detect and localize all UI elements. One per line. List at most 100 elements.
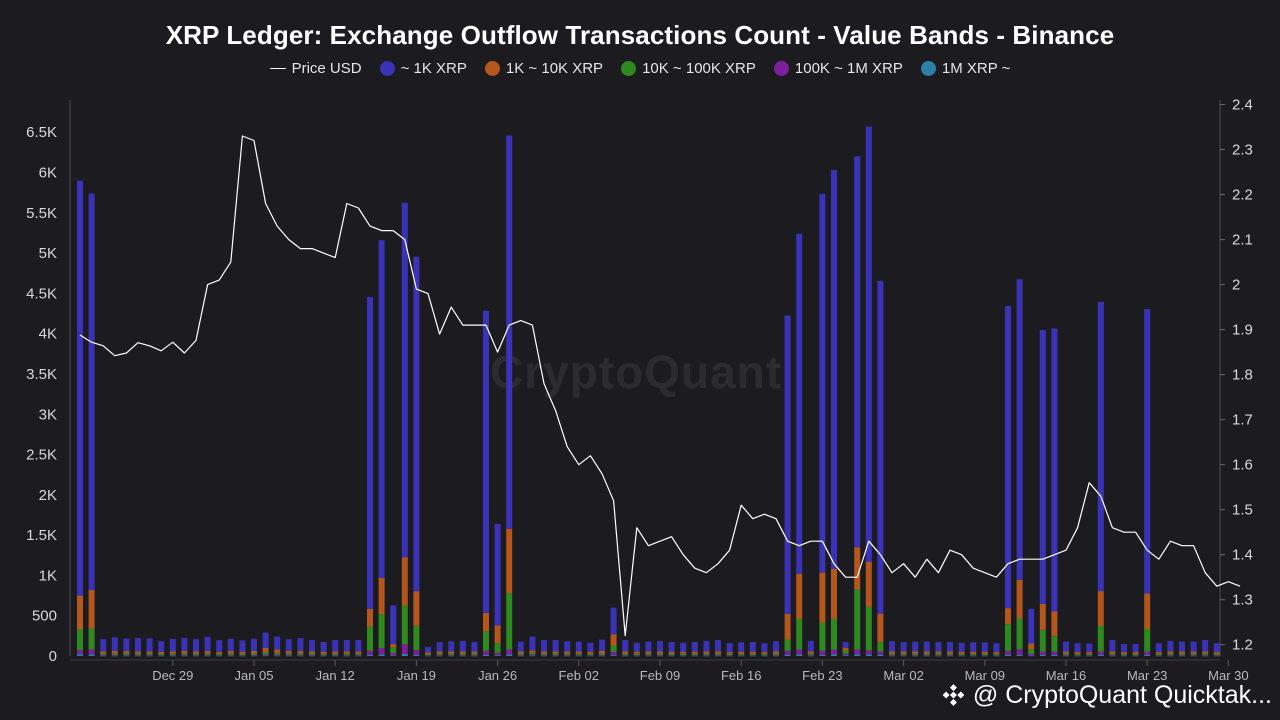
bar-segment [494, 643, 501, 653]
legend-item-2[interactable]: 1K ~ 10K XRP [484, 60, 603, 77]
bar-segment [877, 651, 884, 655]
bar-segment [123, 638, 130, 652]
bar-segment [1016, 279, 1023, 580]
bar-segment [448, 641, 455, 652]
bar-segment [935, 642, 942, 652]
bar-segment [1179, 651, 1185, 654]
bar-segment [367, 626, 373, 651]
bar-segment [425, 652, 431, 654]
bar-segment [1005, 624, 1011, 651]
bar-segment [1051, 654, 1058, 656]
y-left-tick-label: 6.5K [26, 124, 57, 141]
x-tick-label: Mar 02 [883, 668, 923, 683]
bar-segment [1179, 641, 1185, 652]
bar-segment [1063, 641, 1069, 652]
bar-segment [227, 654, 234, 656]
binance-logo-icon [942, 684, 965, 706]
bar-segment [958, 642, 965, 652]
bar-segment [506, 654, 513, 656]
bar-segment [703, 655, 710, 657]
bar-segment [691, 641, 698, 652]
y-right-tick-label: 1.3 [1232, 592, 1253, 609]
y-left-tick-label: 3.5K [26, 366, 57, 383]
bar-segment [970, 653, 977, 656]
legend-item-5[interactable]: 1M XRP ~ [920, 60, 1011, 77]
bar-segment [483, 650, 489, 655]
x-tick-label: Jan 26 [478, 668, 517, 683]
bar-segment [320, 641, 327, 652]
bar-segment [807, 655, 814, 657]
bar-segment [587, 653, 594, 656]
bar-segment [947, 654, 953, 656]
bar-segment [610, 634, 617, 646]
bar-segment [1121, 655, 1127, 656]
bar-segment [320, 651, 327, 654]
legend-item-1[interactable]: ~ 1K XRP [379, 60, 467, 77]
bar-segment [401, 557, 408, 606]
bar-segment [169, 651, 176, 654]
bar-segment [285, 653, 292, 655]
bar-segment [309, 651, 315, 654]
bar-segment [506, 649, 513, 655]
legend-swatch [379, 61, 395, 76]
bar-segment [552, 640, 559, 652]
bar-segment [877, 280, 884, 614]
bar-segment [1005, 650, 1011, 655]
bar-segment [123, 653, 130, 655]
legend-item-4[interactable]: 100K ~ 1M XRP [773, 60, 903, 77]
legend-item-0[interactable]: Price USD [269, 60, 362, 77]
bar-segment [413, 256, 420, 592]
bar-segment [459, 655, 466, 657]
bar-segment [970, 655, 977, 656]
bar-segment [657, 651, 663, 654]
bar-segment [575, 653, 582, 655]
bar-segment [877, 654, 884, 656]
bar-segment [343, 653, 350, 655]
bar-segment [819, 572, 826, 623]
bar-segment [587, 655, 594, 656]
bar-segment [483, 631, 489, 651]
bar-segment [564, 655, 571, 657]
bar-segment [796, 649, 803, 655]
x-tick-label: Mar 16 [1046, 668, 1086, 683]
bar-segment [738, 655, 745, 657]
bar-segment [726, 652, 733, 654]
bar-segment [981, 655, 988, 657]
bar-segment [251, 655, 257, 657]
bar-segment [691, 655, 698, 657]
bar-segment [1039, 651, 1046, 655]
bar-segment [193, 653, 199, 655]
bar-segment [633, 655, 640, 656]
bar-segment [1016, 654, 1023, 656]
bar-segment [773, 655, 779, 657]
bar-segment [622, 651, 629, 654]
bar-segment [761, 643, 768, 653]
x-tick-label: Mar 09 [965, 668, 1005, 683]
bar-segment [309, 654, 315, 656]
bar-segment [1202, 651, 1209, 654]
bar-segment [599, 655, 605, 657]
bar-segment [1132, 652, 1139, 654]
bar-segment [459, 640, 466, 652]
bar-segment [900, 651, 907, 654]
bar-segment [343, 655, 350, 657]
bar-segment [494, 523, 501, 626]
bar-segment [88, 628, 95, 650]
legend-item-3[interactable]: 10K ~ 100K XRP [621, 60, 756, 77]
bar-segment [796, 573, 803, 619]
bar-segment [1016, 618, 1023, 650]
legend-swatch [269, 68, 286, 69]
bar-segment [274, 654, 281, 656]
y-left-tick-label: 6K [39, 165, 57, 182]
bar-segment [935, 653, 942, 655]
bar-segment [135, 655, 141, 657]
chart-legend: Price USD ~ 1K XRP 1K ~ 10K XRP 10K ~ 100K … [0, 60, 1280, 77]
bar-segment [1155, 655, 1162, 657]
bar-segment [773, 653, 779, 655]
bar-segment [100, 651, 107, 654]
legend-label: 1M XRP ~ [941, 60, 1011, 77]
bar-segment [135, 654, 141, 656]
bar-segment [146, 654, 153, 656]
bar-segment [1121, 652, 1127, 654]
